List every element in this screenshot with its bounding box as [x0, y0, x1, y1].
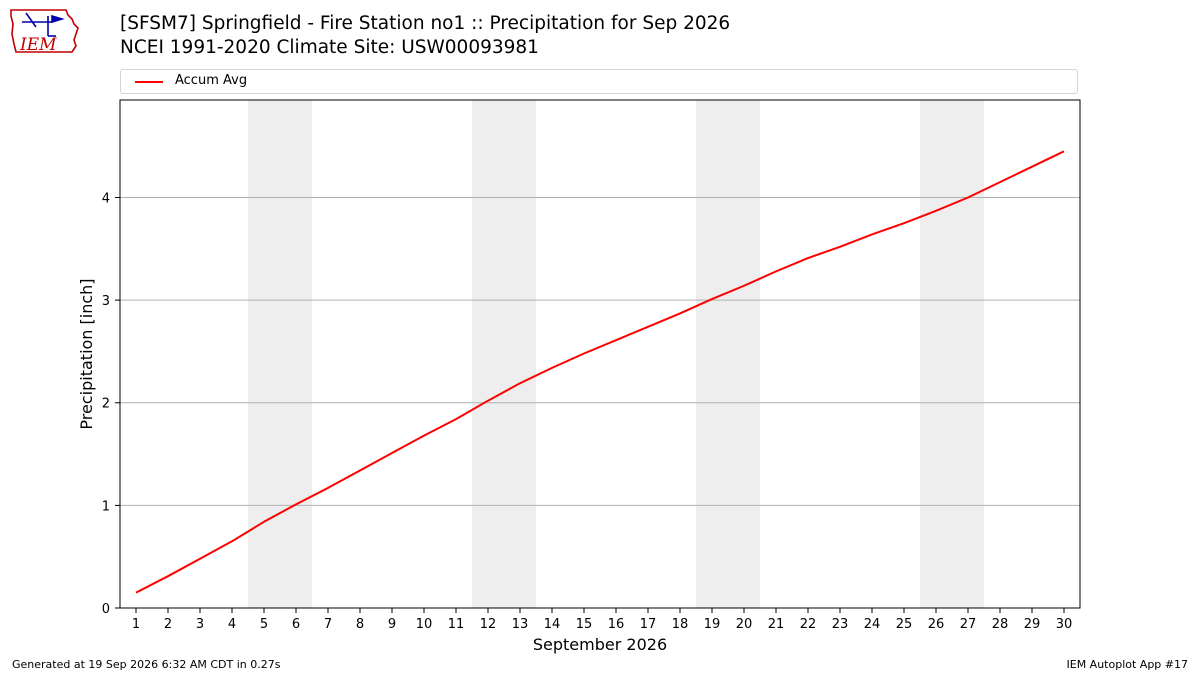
- weekend-band-1: [248, 100, 312, 608]
- footer-app: IEM Autoplot App #17: [1066, 658, 1189, 671]
- x-tick-label-7: 7: [324, 617, 332, 632]
- weekend-band-4: [920, 100, 984, 608]
- footer-generated: Generated at 19 Sep 2026 6:32 AM CDT in …: [12, 658, 281, 671]
- x-tick-label-25: 25: [896, 617, 913, 632]
- x-tick-label-5: 5: [260, 617, 268, 632]
- x-tick-label-19: 19: [704, 617, 721, 632]
- x-tick-label-16: 16: [608, 617, 625, 632]
- plot-frame: [119, 99, 1081, 609]
- x-axis-ticks: 1 2 3 4 5 6 7 8 9 10 11 12 13 14 15 16 17 18 19 20 21 22 23 24 2…: [132, 608, 1072, 632]
- x-tick-label-3: 3: [196, 617, 204, 632]
- x-tick-label-17: 17: [640, 617, 657, 632]
- grid-lines: [120, 196, 1080, 506]
- y-axis-ticks: 0 1 2 3 4: [102, 191, 120, 617]
- iem-logo: IEM: [10, 9, 79, 55]
- x-tick-label-8: 8: [356, 617, 364, 632]
- y-tick-label-2: 2: [102, 397, 110, 412]
- x-tick-label-10: 10: [416, 617, 433, 632]
- iowa-state-outline-icon: [10, 9, 79, 53]
- x-tick-label-2: 2: [164, 617, 172, 632]
- y-axis-label: Precipitation [inch]: [77, 278, 96, 429]
- x-tick-label-28: 28: [992, 617, 1009, 632]
- x-tick-label-29: 29: [1024, 617, 1041, 632]
- x-tick-label-9: 9: [388, 617, 396, 632]
- x-axis-label: September 2026: [533, 635, 667, 654]
- x-tick-label-20: 20: [736, 617, 753, 632]
- legend-swatch: [135, 81, 163, 83]
- x-tick-label-13: 13: [512, 617, 529, 632]
- x-tick-label-12: 12: [480, 617, 497, 632]
- x-tick-label-6: 6: [292, 617, 300, 632]
- y-tick-label-4: 4: [102, 191, 110, 206]
- legend-label: Accum Avg: [175, 73, 248, 88]
- series-line-accum-avg: [135, 150, 1065, 594]
- legend: Accum Avg: [120, 69, 1078, 94]
- x-tick-label-23: 23: [832, 617, 849, 632]
- x-tick-label-1: 1: [132, 617, 140, 632]
- x-tick-label-4: 4: [228, 617, 236, 632]
- weather-station-icon: [22, 12, 65, 37]
- x-tick-label-21: 21: [768, 617, 785, 632]
- x-tick-label-22: 22: [800, 617, 817, 632]
- x-tick-label-18: 18: [672, 617, 689, 632]
- y-tick-label-3: 3: [102, 294, 110, 309]
- x-tick-label-14: 14: [544, 617, 561, 632]
- x-tick-label-11: 11: [448, 617, 465, 632]
- weekend-band-3: [696, 100, 760, 608]
- x-tick-label-24: 24: [864, 617, 881, 632]
- x-tick-label-30: 30: [1056, 617, 1073, 632]
- weekend-bands: [248, 100, 984, 608]
- weekend-band-2: [472, 100, 536, 608]
- chart-title: [SFSM7] Springfield - Fire Station no1 :…: [120, 13, 731, 34]
- y-tick-label-0: 0: [102, 602, 110, 617]
- y-tick-label-1: 1: [102, 499, 110, 514]
- x-tick-label-15: 15: [576, 617, 593, 632]
- x-tick-label-26: 26: [928, 617, 945, 632]
- chart-subtitle: NCEI 1991-2020 Climate Site: USW00093981: [120, 37, 539, 58]
- x-tick-label-27: 27: [960, 617, 977, 632]
- logo-text: IEM: [19, 35, 57, 55]
